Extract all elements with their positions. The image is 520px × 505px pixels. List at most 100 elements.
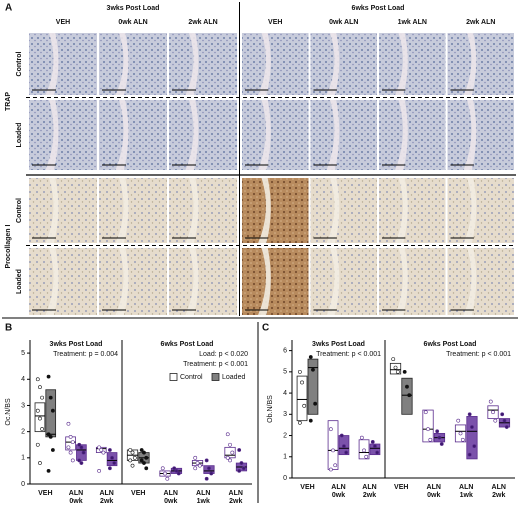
x-tick-label: 0wk <box>69 498 82 505</box>
micrograph <box>310 248 377 315</box>
tissue-void <box>258 178 271 243</box>
data-point <box>460 437 465 442</box>
data-point <box>40 395 44 400</box>
tissue-void <box>185 100 199 170</box>
data-point <box>197 463 202 468</box>
box <box>307 358 319 415</box>
tissue-void <box>463 178 477 243</box>
data-point <box>172 466 177 471</box>
data-point <box>66 421 71 426</box>
data-point <box>435 429 440 434</box>
data-point <box>237 469 242 473</box>
micrograph <box>379 100 446 170</box>
column-header: 1wk ALN <box>398 19 427 26</box>
tissue-void <box>115 33 129 95</box>
data-point <box>101 450 106 455</box>
x-tick-label: 1wk <box>197 498 210 505</box>
data-point <box>395 369 400 374</box>
legend-swatch <box>169 373 178 381</box>
data-point <box>328 427 333 432</box>
data-point <box>70 458 75 463</box>
annotation: Treatment: p < 0.001 <box>316 351 381 358</box>
x-tick-label: VEH <box>394 484 408 491</box>
data-point <box>46 432 51 437</box>
tissue-void <box>185 248 199 315</box>
legend-swatch <box>211 373 220 381</box>
data-point <box>391 357 396 362</box>
data-point <box>144 455 149 460</box>
micrograph <box>29 33 97 95</box>
legend-label: Control <box>180 374 203 381</box>
tissue-void <box>395 33 408 95</box>
data-point <box>359 435 364 440</box>
tissue-void <box>395 100 408 170</box>
data-point <box>50 448 55 452</box>
x-tick-label: 0wk <box>332 492 345 499</box>
data-point <box>308 418 313 423</box>
data-point <box>488 399 493 404</box>
x-tick-label: 0wk <box>427 492 440 499</box>
data-point <box>297 420 302 425</box>
tissue-void <box>326 178 340 243</box>
data-point <box>428 437 433 442</box>
data-point <box>204 458 209 463</box>
data-point <box>176 471 181 476</box>
data-point <box>393 365 398 370</box>
x-tick-label: VEH <box>38 490 52 497</box>
data-point <box>362 448 366 453</box>
box <box>401 377 413 415</box>
box <box>327 420 339 470</box>
x-tick-label: ALN <box>459 484 473 491</box>
micrograph <box>169 178 237 243</box>
data-point <box>313 401 318 406</box>
data-point <box>130 463 135 468</box>
data-point <box>228 458 232 463</box>
x-tick-label: 1wk <box>460 492 473 499</box>
data-point <box>502 418 507 423</box>
tissue-void <box>326 33 340 95</box>
row-label: Control <box>16 198 23 223</box>
y-tick-label: 2 <box>21 428 25 435</box>
micrograph <box>242 33 309 95</box>
x-tick-label: ALN <box>99 490 113 497</box>
y-tick-label: 6 <box>283 347 287 354</box>
data-point <box>423 410 428 415</box>
micrograph <box>447 33 514 95</box>
data-point <box>38 416 42 421</box>
x-tick-label: 2wk <box>363 492 376 499</box>
micrograph <box>29 100 97 170</box>
panel-label: C <box>262 323 269 334</box>
data-point <box>108 466 112 471</box>
legend-label: Loaded <box>222 374 245 381</box>
data-point <box>99 448 104 452</box>
data-point <box>207 466 211 471</box>
micrograph <box>99 100 167 170</box>
annotation: Load: p < 0.020 <box>199 351 248 358</box>
y-tick-label: 0 <box>21 481 25 488</box>
column-header: 2wk ALN <box>466 19 495 26</box>
data-point <box>204 476 209 481</box>
tissue-void <box>185 33 199 95</box>
data-point <box>79 445 84 450</box>
y-tick-label: 5 <box>21 350 25 357</box>
micrograph <box>447 178 514 243</box>
panel-label: A <box>5 3 12 14</box>
tissue-void <box>395 248 408 315</box>
data-point <box>112 461 117 465</box>
data-point <box>128 458 133 463</box>
data-point <box>373 444 377 449</box>
micrograph <box>99 248 167 315</box>
column-header: 0wk ALN <box>329 19 358 26</box>
data-point <box>132 455 137 460</box>
data-point <box>68 434 73 439</box>
column-header: VEH <box>56 19 70 26</box>
micrograph <box>242 178 309 243</box>
tissue-void <box>258 248 271 315</box>
data-point <box>470 425 474 429</box>
data-point <box>35 442 40 447</box>
micrograph <box>242 248 309 315</box>
data-point <box>48 395 53 400</box>
panel-label: B <box>5 323 12 334</box>
x-tick-label: ALN <box>164 490 178 497</box>
y-axis-label: Ob.N/BS <box>267 395 274 423</box>
